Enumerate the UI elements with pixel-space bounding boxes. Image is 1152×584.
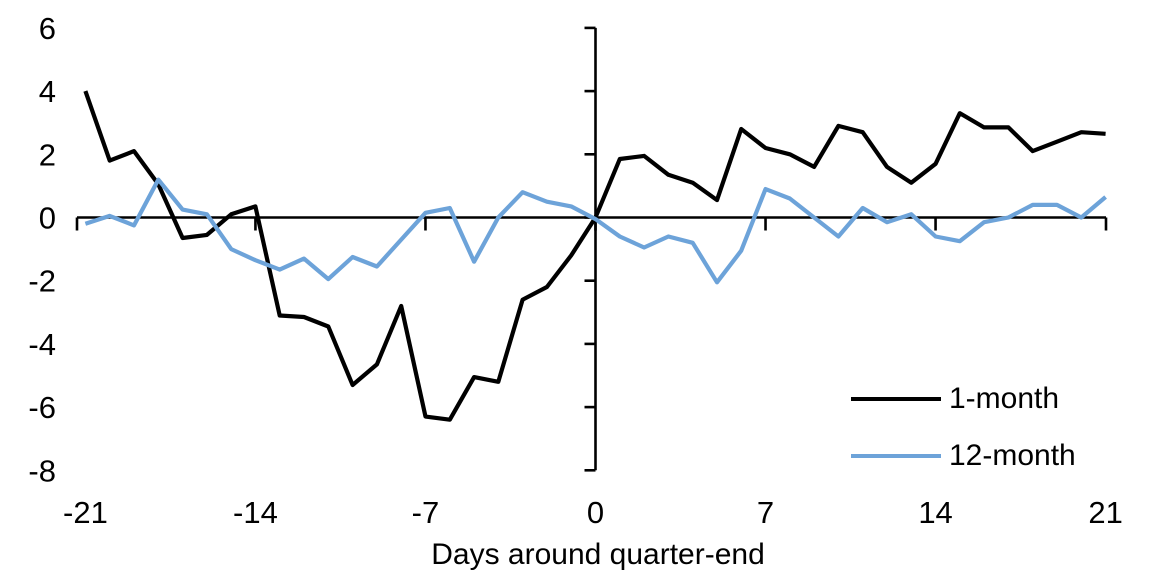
y-tick-label: 4	[39, 74, 56, 109]
y-tick-label: -2	[28, 264, 56, 299]
series-line-12-month	[84, 177, 1107, 285]
x-tick-label: -14	[233, 495, 278, 530]
legend-label-12-month: 12-month	[949, 438, 1076, 472]
x-tick-label: -21	[63, 495, 108, 530]
x-tick-label: 7	[757, 495, 774, 530]
legend-line-12-month	[851, 453, 941, 458]
y-tick-label: -6	[28, 390, 56, 425]
y-tick-label: 6	[39, 11, 56, 46]
legend: 1-month 12-month	[851, 381, 1076, 497]
y-tick-label: 2	[39, 137, 56, 172]
y-tick-label: -4	[28, 327, 56, 362]
legend-line-1-month	[851, 396, 941, 401]
y-tick-label: 0	[39, 201, 56, 236]
x-axis-title: Days around quarter-end	[431, 538, 765, 571]
legend-item-1-month: 1-month	[851, 381, 1076, 415]
x-tick-label: 0	[587, 495, 604, 530]
y-tick-label: -8	[28, 453, 56, 488]
legend-item-12-month: 12-month	[851, 438, 1076, 472]
x-tick-label: 14	[918, 495, 952, 530]
x-tick-label: -7	[412, 495, 440, 530]
x-tick-label: 21	[1088, 495, 1122, 530]
legend-label-1-month: 1-month	[949, 381, 1060, 415]
